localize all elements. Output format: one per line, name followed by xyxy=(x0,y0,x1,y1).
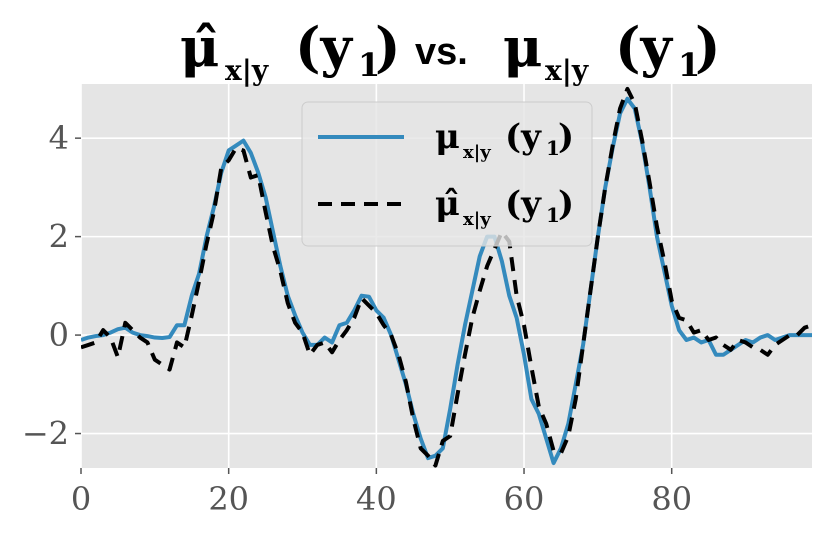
title-hat-mu-subscript: x|y xyxy=(225,54,269,87)
title-vs: vs. xyxy=(415,31,468,73)
legend-mu-subscript: x|y xyxy=(463,142,491,163)
legend-mu-arg-sub: 1 xyxy=(546,136,560,160)
x-tick-label: 40 xyxy=(356,480,397,518)
title-hat-arg-close: ) xyxy=(375,15,401,79)
legend-mu-hat-arg-close: ) xyxy=(558,184,574,224)
legend: μ x|y (y 1 ) μ̂ x|y (y 1 ) xyxy=(301,101,593,247)
legend-mu-hat-arg: (y xyxy=(505,184,542,224)
title-mu-subscript: x|y xyxy=(545,54,589,87)
legend-mu-hat-symbol: μ̂ xyxy=(435,184,460,224)
title-hat-arg-sub: 1 xyxy=(358,46,380,84)
title-mu-arg-open: (y xyxy=(615,15,674,79)
series-line-mu-hat xyxy=(81,86,812,468)
title-hat-arg-open: (y xyxy=(295,15,354,79)
legend-mu-hat-subscript: x|y xyxy=(463,209,491,230)
legend-mu-hat-label: μ̂ x|y (y 1 ) xyxy=(435,184,574,230)
y-tick-label: 2 xyxy=(49,218,69,256)
legend-mu-label: μ x|y (y 1 ) xyxy=(435,117,574,163)
legend-mu-hat-arg-sub: 1 xyxy=(546,203,560,227)
series-lines xyxy=(81,86,812,468)
chart-title: μ̂ x|y (y 1 ) vs. μ x|y (y 1 ) xyxy=(180,15,721,87)
y-tick-label: −2 xyxy=(22,415,69,453)
legend-mu-symbol: μ xyxy=(435,117,460,157)
title-mu-arg-close: ) xyxy=(695,15,721,79)
y-tick-label: 0 xyxy=(49,316,69,354)
legend-mu-arg-close: ) xyxy=(558,117,574,157)
title-mu: μ xyxy=(503,15,543,79)
legend-mu-arg: (y xyxy=(505,117,542,157)
x-tick-label: 20 xyxy=(208,480,249,518)
x-axis-ticks: 0 20 40 60 80 xyxy=(71,468,692,518)
x-tick-label: 60 xyxy=(504,480,545,518)
title-mu-arg-sub: 1 xyxy=(678,46,700,84)
x-tick-label: 0 xyxy=(71,480,91,518)
x-tick-label: 80 xyxy=(651,480,692,518)
series-line-mu xyxy=(81,96,812,466)
title-hat-mu: μ̂ xyxy=(180,15,220,79)
y-axis-ticks: −2 0 2 4 xyxy=(22,119,81,453)
y-tick-label: 4 xyxy=(49,119,69,157)
